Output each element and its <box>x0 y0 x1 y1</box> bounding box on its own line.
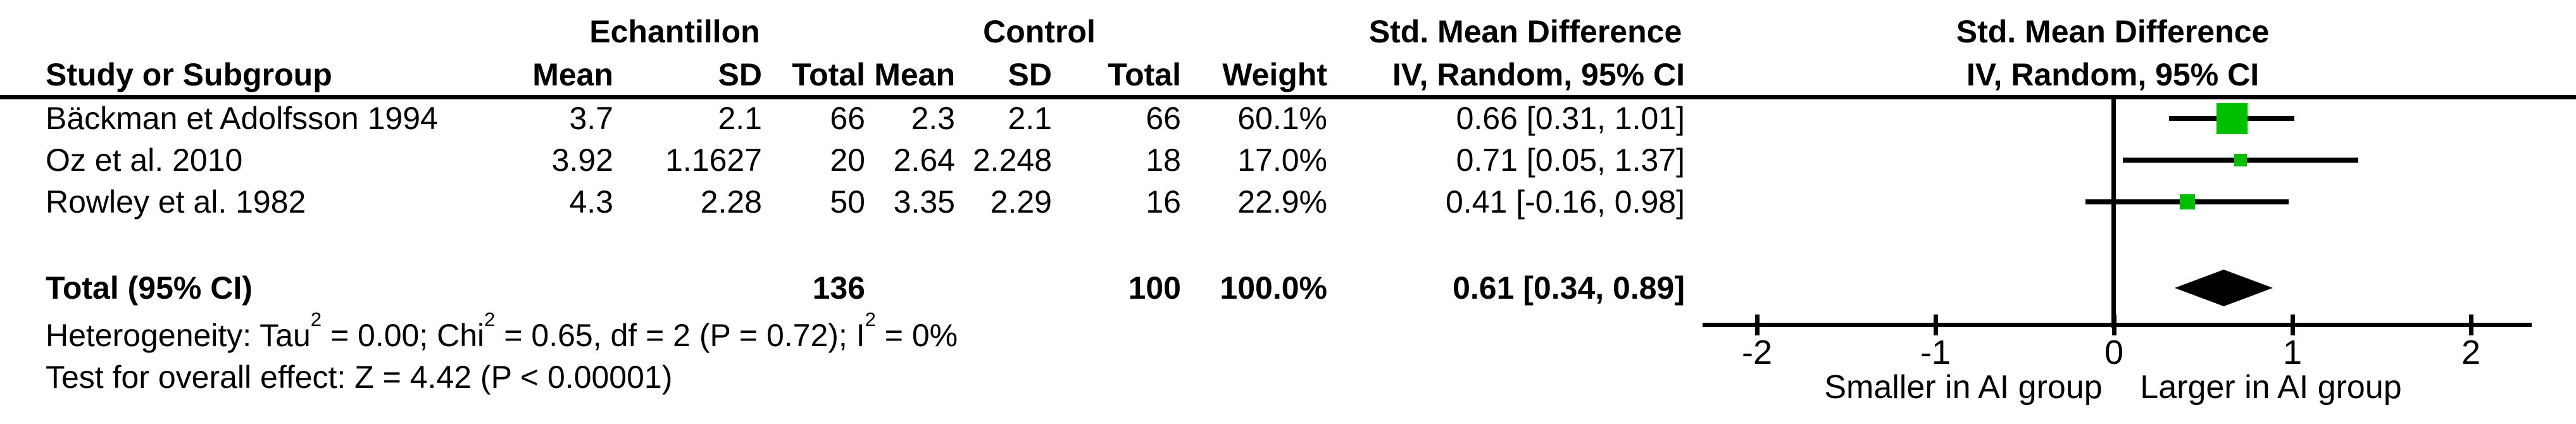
header-weight: Weight <box>1222 57 1327 92</box>
cell-total-exp: 20 <box>830 142 865 178</box>
axis-tick-label: 2 <box>2461 334 2481 371</box>
header-divider-line <box>0 95 2576 99</box>
total-ci-text: 0.61 [0.34, 0.89] <box>1453 270 1685 306</box>
cell-sd-ctl: 2.1 <box>1008 101 1052 136</box>
total-diamond <box>2174 270 2273 306</box>
cell-total-ctl: 18 <box>1146 142 1181 178</box>
cell-mean-exp: 3.7 <box>569 101 613 136</box>
cell-sd-exp: 1.1627 <box>665 142 762 178</box>
heterogeneity-segment: = 0% <box>875 318 958 353</box>
cell-mean-ctl: 2.64 <box>893 142 955 178</box>
effect-square <box>2234 154 2248 166</box>
x-axis-line <box>1703 323 2532 327</box>
cell-sd-ctl: 2.29 <box>990 184 1052 220</box>
header-smd-table: Std. Mean Difference <box>1368 14 1682 49</box>
heterogeneity-segment: Heterogeneity: Tau <box>46 318 311 353</box>
header-sd-exp: SD <box>718 57 762 92</box>
superscript-2: 2 <box>865 308 876 331</box>
header-sd-ctl: SD <box>1008 57 1052 92</box>
cell-total-ctl: 16 <box>1146 184 1181 220</box>
effect-square <box>2179 194 2195 209</box>
cell-weight: 60.1% <box>1237 101 1327 136</box>
overall-effect-text: Test for overall effect: Z = 4.42 (P < 0… <box>46 359 673 395</box>
cell-mean-exp: 3.92 <box>551 142 613 178</box>
header-smd-plot: Std. Mean Difference <box>1956 14 2270 49</box>
effect-square <box>2216 103 2248 134</box>
axis-tick-label: -2 <box>1741 334 1773 371</box>
axis-caption-left: Smaller in AI group <box>1824 369 2103 406</box>
cell-total-ctl: 66 <box>1146 101 1181 136</box>
header-method-table: IV, Random, 95% CI <box>1392 57 1685 92</box>
total-exp-n: 136 <box>812 270 865 306</box>
heterogeneity-segment: = 0.65, df = 2 (P = 0.72); I <box>495 318 865 353</box>
study-name: Rowley et al. 1982 <box>46 184 306 220</box>
cell-ci-text: 0.71 [0.05, 1.37] <box>1456 142 1685 178</box>
cell-weight: 17.0% <box>1237 142 1327 178</box>
cell-ci-text: 0.41 [-0.16, 0.98] <box>1445 184 1685 220</box>
zero-line <box>2111 97 2116 328</box>
heterogeneity-text: Heterogeneity: Tau2 = 0.00; Chi2 = 0.65,… <box>46 309 958 353</box>
cell-weight: 22.9% <box>1237 184 1327 220</box>
total-ctl-n: 100 <box>1128 270 1181 306</box>
cell-ci-text: 0.66 [0.31, 1.01] <box>1456 101 1685 136</box>
cell-sd-exp: 2.28 <box>700 184 762 220</box>
study-name: Bäckman et Adolfsson 1994 <box>46 101 438 136</box>
cell-sd-exp: 2.1 <box>718 101 762 136</box>
header-mean-ctl: Mean <box>874 57 955 92</box>
superscript-2: 2 <box>484 308 496 331</box>
cell-total-exp: 66 <box>830 101 865 136</box>
axis-caption-right: Larger in AI group <box>2140 369 2402 406</box>
axis-tick <box>2290 315 2295 335</box>
study-name: Oz et al. 2010 <box>46 142 243 178</box>
cell-mean-exp: 4.3 <box>569 184 613 220</box>
total-label: Total (95% CI) <box>46 270 253 306</box>
header-group-experimental: Echantillon <box>589 14 760 49</box>
heterogeneity-segment: = 0.00; Chi <box>322 318 485 353</box>
superscript-2: 2 <box>310 308 322 331</box>
axis-tick <box>2111 315 2116 335</box>
header-study: Study or Subgroup <box>46 57 332 92</box>
header-mean-exp: Mean <box>532 57 613 92</box>
cell-mean-ctl: 3.35 <box>893 184 955 220</box>
cell-mean-ctl: 2.3 <box>911 101 955 136</box>
axis-tick <box>1933 315 1938 335</box>
header-total-exp: Total <box>792 57 865 92</box>
axis-tick-label: -1 <box>1920 334 1951 371</box>
cell-total-exp: 50 <box>830 184 865 220</box>
cell-sd-ctl: 2.248 <box>972 142 1052 178</box>
header-group-control: Control <box>983 14 1096 49</box>
header-method-plot: IV, Random, 95% CI <box>1966 57 2260 92</box>
axis-tick <box>1754 315 1760 335</box>
axis-tick-label: 0 <box>2104 334 2124 371</box>
header-total-ctl: Total <box>1108 57 1181 92</box>
axis-tick-label: 1 <box>2282 334 2303 371</box>
axis-tick <box>2468 315 2473 335</box>
total-weight: 100.0% <box>1220 270 1327 306</box>
